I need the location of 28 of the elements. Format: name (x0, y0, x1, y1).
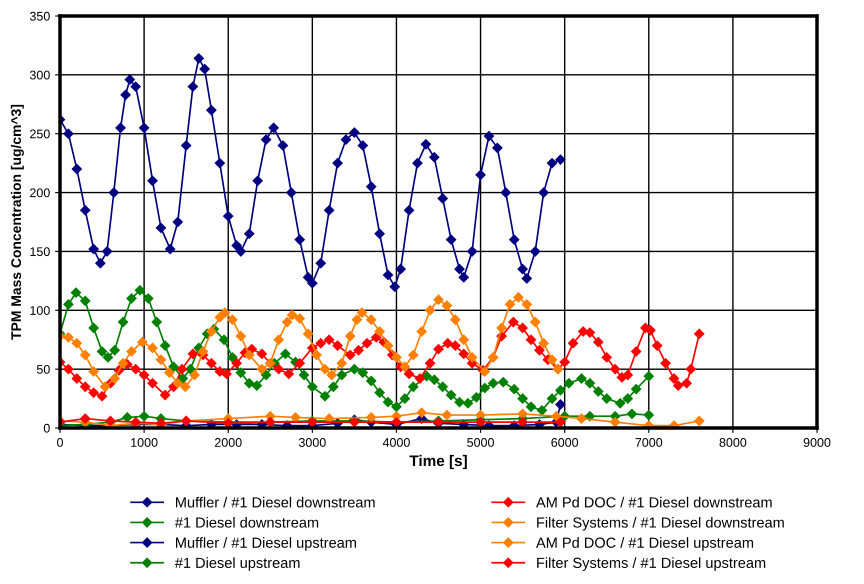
legend-label: AM Pd DOC / #1 Diesel downstream (536, 496, 772, 508)
y-tick-label: 150 (30, 247, 50, 256)
legend-label: Muffler / #1 Diesel downstream (176, 496, 375, 508)
x-tick-label: 6000 (551, 438, 578, 447)
x-tick-label: 7000 (636, 438, 662, 447)
legend-label: Filter Systems / #1 Diesel upstream (537, 557, 766, 571)
x-tick-label: 3000 (298, 438, 326, 447)
y-tick-label: 300 (30, 70, 50, 80)
y-tick-label: 50 (36, 364, 50, 374)
y-tick-label: 250 (30, 130, 50, 138)
x-axis-title: Time [s] (410, 454, 467, 470)
x-tick-label: 1000 (131, 438, 158, 447)
legend-label: #1 Diesel downstream (174, 516, 318, 528)
legend-label: Muffler / #1 Diesel upstream (176, 537, 356, 551)
x-tick-label: 0 (57, 438, 63, 447)
legend-label: #1 Diesel upstream (174, 557, 300, 571)
y-axis-title: TPM Mass Concentration [ug/cm^3] (10, 104, 24, 340)
x-tick-label: 4000 (382, 438, 410, 447)
legend-label: Filter Systems / #1 Diesel downstream (537, 516, 784, 531)
legend-label: AM Pd DOC / #1 Diesel upstream (536, 537, 754, 551)
y-tick-label: 200 (30, 188, 50, 198)
y-tick-label: 100 (30, 306, 50, 315)
y-tick-label: 0 (44, 424, 50, 433)
x-tick-label: 8000 (720, 438, 746, 447)
x-tick-label: 5000 (467, 438, 494, 447)
x-tick-label: 9000 (804, 438, 830, 447)
y-tick-label: 350 (30, 12, 50, 21)
x-tick-label: 2000 (214, 438, 242, 447)
